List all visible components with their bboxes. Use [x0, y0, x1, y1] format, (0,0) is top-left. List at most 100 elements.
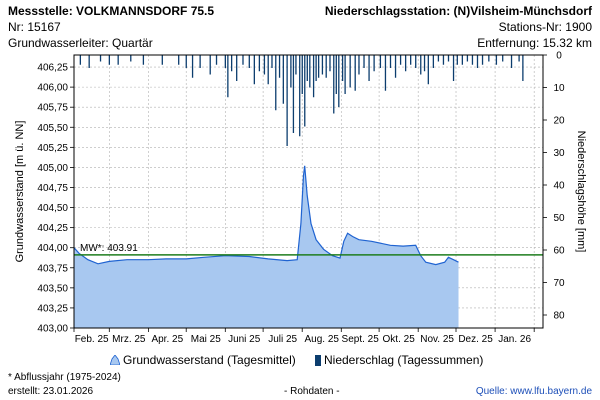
precipitation-bar: [363, 55, 365, 68]
aquifer-label: Grundwasserleiter: Quartär: [8, 36, 153, 50]
legend-precipitation-icon: [315, 355, 321, 366]
x-tick-label: Nov. 25: [420, 334, 454, 345]
y-right-tick-label: 30: [553, 148, 565, 159]
precip-station-title: Niederschlagsstation: (N)Vilsheim-Münchs…: [324, 4, 592, 18]
precipitation-bar: [199, 55, 201, 68]
precipitation-bar: [306, 55, 308, 81]
y-left-tick-label: 405,50: [37, 123, 68, 134]
footnote: * Abflussjahr (1975-2024): [8, 372, 121, 383]
precipitation-bar: [510, 55, 513, 68]
precipitation-bar: [275, 55, 277, 111]
x-tick-label: Jan. 26: [498, 334, 531, 345]
source-link[interactable]: Quelle: www.lfu.bayern.de: [475, 386, 592, 397]
y-right-tick-label: 0: [556, 51, 562, 62]
precipitation-bar: [415, 55, 417, 68]
precipitation-bar: [315, 55, 317, 81]
raw-data-note: - Rohdaten -: [284, 386, 340, 397]
precipitation-bar: [495, 55, 498, 65]
precipitation-bar: [258, 55, 261, 72]
mean-label: MW*: 403.91: [80, 243, 138, 254]
legend-precipitation-label: Niederschlag (Tagessummen): [324, 353, 484, 367]
precip-station-number: Stations-Nr: 1900: [498, 20, 592, 34]
precipitation-bar: [466, 55, 469, 62]
precipitation-bar: [191, 55, 194, 78]
x-tick-label: Apr. 25: [151, 334, 183, 345]
x-tick-label: Sept. 25: [342, 334, 380, 345]
precipitation-bar: [227, 55, 229, 98]
precipitation-bar: [161, 55, 163, 65]
precipitation-bar: [379, 55, 382, 68]
precipitation-bar: [248, 55, 250, 68]
y-left-tick-label: 405,25: [37, 143, 68, 154]
precipitation-bar: [224, 55, 226, 68]
y-right-tick-label: 20: [553, 116, 565, 127]
precipitation-bar: [461, 55, 464, 65]
station-number: Nr: 15167: [8, 20, 61, 34]
y-right-tick-label: 60: [553, 246, 565, 257]
precipitation-bar: [271, 55, 273, 68]
precipitation-bar: [399, 55, 402, 65]
y-left-axis-title: Grundwasserstand [m ü. NN]: [14, 121, 26, 263]
precipitation-bar: [317, 55, 320, 78]
precipitation-bar: [321, 55, 324, 75]
legend-groundwater-icon: [110, 355, 120, 365]
x-tick-label: Okt. 25: [383, 334, 416, 345]
legend-groundwater-label: Grundwasserstand (Tagesmittel): [123, 353, 296, 367]
precipitation-bar: [488, 55, 490, 62]
station-title: Messstelle: VOLKMANNSDORF 75.5: [8, 4, 215, 18]
precipitation-bar: [368, 55, 370, 81]
x-tick-label: Aug. 25: [304, 334, 339, 345]
y-left-tick-label: 405,00: [37, 163, 68, 174]
precipitation-bar: [452, 55, 455, 81]
precipitation-bar: [292, 55, 295, 133]
groundwater-area: [74, 165, 459, 328]
y-left-tick-label: 405,75: [37, 103, 68, 114]
precip-station-distance: Entfernung: 15.32 km: [477, 36, 592, 50]
precipitation-bar: [304, 55, 306, 127]
precipitation-bar: [79, 55, 82, 65]
plot-frame: [73, 54, 544, 329]
precipitation-bar: [242, 55, 244, 65]
precipitation-bar: [518, 55, 520, 62]
x-tick-label: Feb. 25: [75, 334, 109, 345]
precipitation-bar: [295, 55, 297, 75]
precipitation-bar: [309, 55, 311, 88]
x-tick-label: Juli 25: [268, 334, 297, 345]
precipitation-bar: [456, 55, 458, 65]
precipitation-bar: [282, 55, 284, 104]
precipitation-bar: [335, 55, 337, 94]
precipitation-bar: [236, 55, 238, 81]
groundwater-line: [73, 165, 459, 266]
x-tick-label: Mrz. 25: [112, 334, 146, 345]
precipitation-bar: [88, 55, 90, 68]
precipitation-bar: [410, 55, 412, 65]
precipitation-bar: [427, 55, 429, 85]
y-right-tick-label: 10: [553, 83, 565, 94]
precipitation-bar: [481, 55, 484, 65]
precipitation-bar: [502, 55, 504, 62]
precipitation-bar: [215, 55, 218, 65]
precipitation-bar: [185, 55, 187, 68]
precipitation-bar: [522, 55, 524, 81]
precipitation-bar: [394, 55, 397, 78]
precipitation-bar: [344, 55, 346, 94]
precipitation-bar: [447, 55, 450, 62]
y-left-tick-label: 403,00: [37, 324, 68, 335]
y-left-tick-label: 403,50: [37, 283, 68, 294]
precipitation-bar: [278, 55, 281, 78]
precipitation-bar: [437, 55, 440, 62]
precipitation-bar: [99, 55, 102, 62]
precipitation-bar: [301, 55, 303, 94]
y-left-tick-label: 403,25: [37, 303, 68, 314]
precipitation-bar: [263, 55, 266, 75]
created-date: erstellt: 23.01.2026: [8, 386, 94, 397]
precipitation-bar: [178, 55, 180, 65]
precipitation-bar: [325, 55, 327, 78]
y-left-tick-label: 404,50: [37, 203, 68, 214]
precipitation-bar: [389, 55, 392, 68]
precipitation-bar: [358, 55, 360, 75]
precipitation-bar: [299, 55, 301, 137]
precipitation-bar: [354, 55, 356, 91]
y-right-tick-label: 70: [553, 278, 565, 289]
